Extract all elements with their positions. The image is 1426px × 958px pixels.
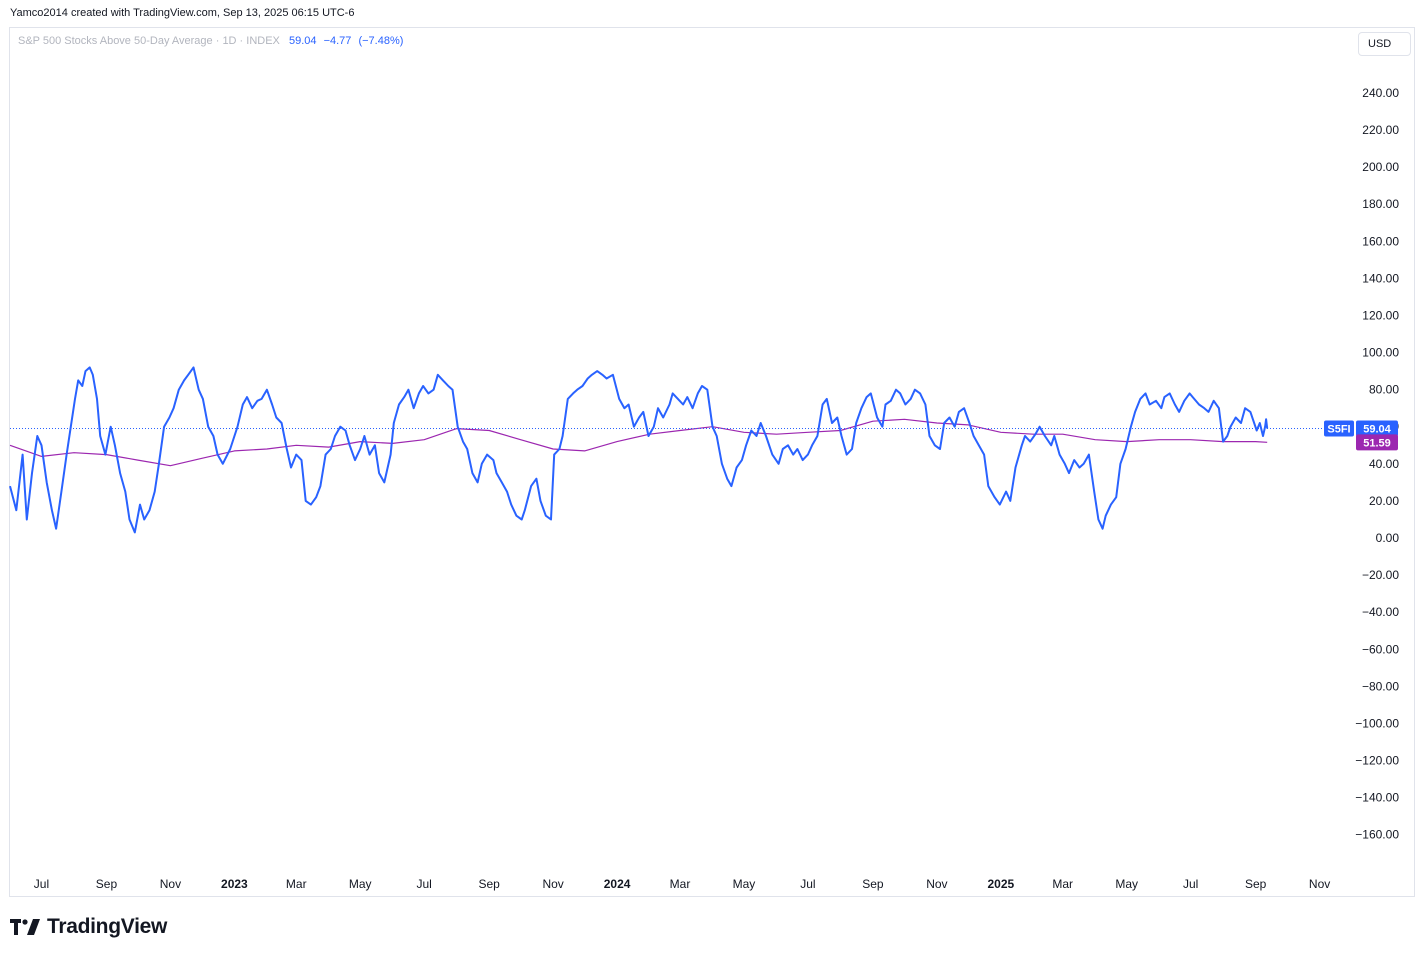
y-tick-label: −40.00 — [1362, 605, 1399, 619]
tradingview-logo-icon — [10, 919, 40, 935]
y-tick-label: −140.00 — [1355, 791, 1399, 805]
y-tick-label: 80.00 — [1369, 383, 1399, 397]
x-tick-label: Jul — [416, 877, 431, 891]
y-tick-label: −20.00 — [1362, 568, 1399, 582]
ma-value-tag — [1356, 434, 1398, 451]
x-tick-label: Jul — [34, 877, 49, 891]
x-tick-label: Nov — [926, 877, 947, 891]
y-tick-label: 220.00 — [1362, 123, 1399, 137]
currency-button[interactable]: USD — [1358, 32, 1411, 56]
y-tick-label: −80.00 — [1362, 679, 1399, 693]
series-name-tag — [1324, 420, 1354, 437]
tradingview-brand: TradingView — [47, 915, 168, 938]
y-tick-label: 140.00 — [1362, 271, 1399, 285]
chart-pane[interactable] — [9, 27, 1415, 897]
tradingview-logo[interactable]: TradingView — [10, 915, 167, 939]
x-tick-label: Nov — [1309, 877, 1330, 891]
y-tick-label: 200.00 — [1362, 160, 1399, 174]
series-layer — [9, 366, 1350, 534]
x-tick-label: May — [349, 877, 372, 891]
y-tick-label: 160.00 — [1362, 234, 1399, 248]
x-tick-label: May — [733, 877, 756, 891]
y-tick-label: 120.00 — [1362, 308, 1399, 322]
y-tick-label: 40.00 — [1369, 457, 1399, 471]
x-tick-label: Sep — [478, 877, 500, 891]
x-tick-label: May — [1115, 877, 1138, 891]
x-tick-label: Mar — [670, 877, 691, 891]
chart-legend[interactable]: S&P 500 Stocks Above 50-Day Average · 1D… — [18, 35, 403, 47]
x-tick-label: 2025 — [987, 877, 1014, 891]
x-tick-label: Nov — [542, 877, 563, 891]
x-tick-label: Sep — [1245, 877, 1267, 891]
legend-title: S&P 500 Stocks Above 50-Day Average · 1D… — [18, 35, 280, 47]
price-axis[interactable]: 240.00 220.00 200.00 180.00 160.00 140.00 120.… — [1355, 86, 1399, 842]
y-tick-label: −160.00 — [1355, 828, 1399, 842]
y-tick-label: −120.00 — [1355, 754, 1399, 768]
y-tick-label: 0.00 — [1376, 531, 1400, 545]
moving-average-line — [9, 418, 1268, 467]
x-tick-label: Jul — [1183, 877, 1198, 891]
y-tick-label: −100.00 — [1355, 716, 1399, 730]
x-tick-label: Sep — [96, 877, 118, 891]
legend-change-percent: (−7.48%) — [358, 35, 404, 47]
last-value-tag-text: 59.04 — [1363, 424, 1391, 436]
y-tick-label: 20.00 — [1369, 494, 1399, 508]
s5fi-series-line — [9, 366, 1269, 534]
legend-change: −4.77 — [323, 35, 352, 47]
x-tick-label: Mar — [1052, 877, 1073, 891]
y-tick-label: 240.00 — [1362, 86, 1399, 100]
y-tick-label: 180.00 — [1362, 197, 1399, 211]
time-axis[interactable]: Jul Sep Nov 2023 Mar May Jul Sep Nov 2024 Mar May Ju… — [34, 877, 1330, 891]
chart-caption: Yamco2014 created with TradingView.com, … — [10, 7, 355, 19]
moving-average-layer — [9, 418, 1268, 467]
legend-last-value: 59.04 — [288, 35, 317, 47]
x-tick-label: 2024 — [604, 877, 631, 891]
x-tick-label: Sep — [862, 877, 884, 891]
last-value-tag — [1356, 420, 1398, 437]
x-tick-label: 2023 — [221, 877, 248, 891]
y-tick-label: 100.00 — [1362, 346, 1399, 360]
y-tick-label: −60.00 — [1362, 642, 1399, 656]
series-name-tag-text: S5FI — [1327, 424, 1350, 436]
x-tick-label: Mar — [286, 877, 307, 891]
ma-value-tag-text: 51.59 — [1363, 437, 1391, 449]
x-tick-label: Jul — [800, 877, 815, 891]
x-tick-label: Nov — [160, 877, 181, 891]
